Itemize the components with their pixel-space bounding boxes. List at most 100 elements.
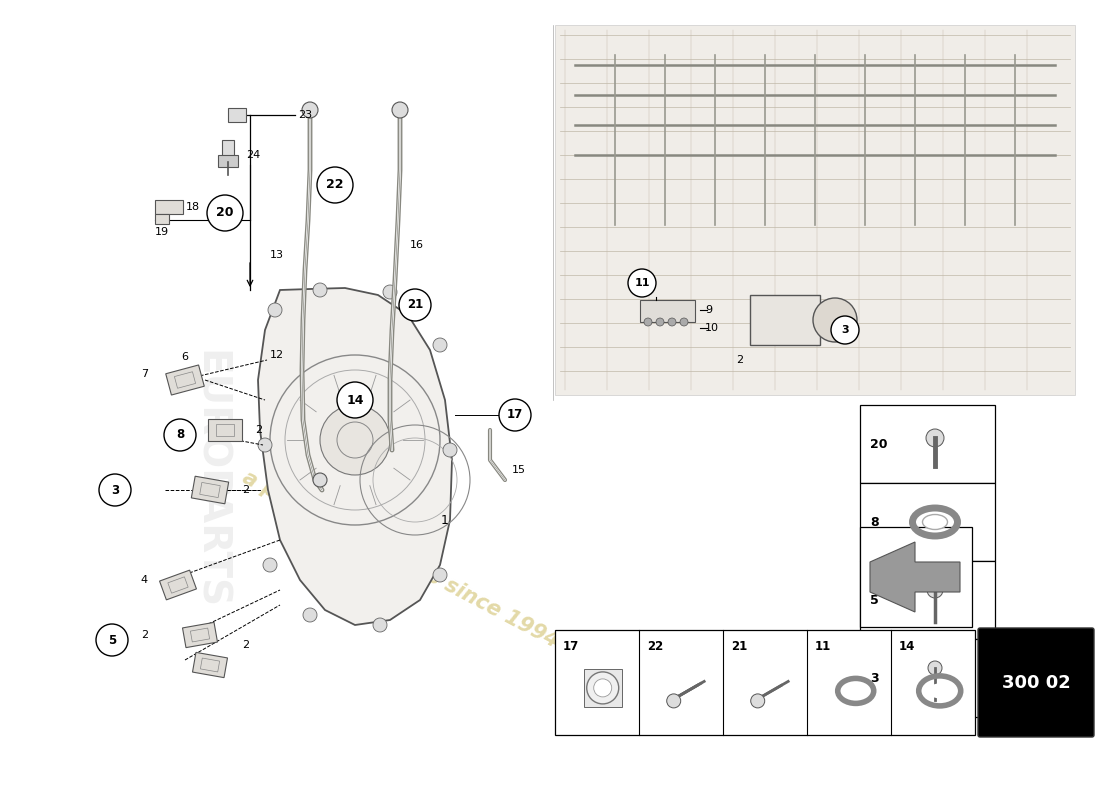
Text: 7: 7	[141, 369, 149, 379]
Text: 300 02: 300 02	[1002, 674, 1070, 691]
Text: 14: 14	[346, 394, 364, 406]
Text: 3: 3	[842, 325, 849, 335]
Circle shape	[99, 474, 131, 506]
Bar	[860, 561, 996, 639]
Bar	[155, 214, 169, 224]
Circle shape	[302, 608, 317, 622]
Polygon shape	[208, 419, 242, 441]
Polygon shape	[160, 570, 197, 600]
Text: 10: 10	[705, 323, 719, 333]
Bar	[556, 630, 975, 735]
Text: 8: 8	[870, 515, 879, 529]
Circle shape	[926, 429, 944, 447]
Text: 2: 2	[736, 355, 744, 365]
Circle shape	[263, 558, 277, 572]
Circle shape	[443, 443, 456, 457]
Circle shape	[499, 399, 531, 431]
Circle shape	[750, 694, 764, 708]
Text: 8: 8	[176, 429, 184, 442]
Text: 2: 2	[242, 485, 249, 495]
Text: 19: 19	[155, 227, 169, 237]
Text: a passion for parts since 1994: a passion for parts since 1994	[239, 468, 561, 652]
Text: 3: 3	[111, 483, 119, 497]
Bar	[860, 527, 972, 627]
Polygon shape	[166, 365, 205, 395]
Ellipse shape	[923, 514, 947, 530]
Circle shape	[668, 318, 676, 326]
FancyBboxPatch shape	[978, 628, 1094, 737]
Ellipse shape	[846, 685, 866, 697]
Text: 20: 20	[217, 206, 233, 219]
Circle shape	[314, 473, 327, 487]
Polygon shape	[183, 622, 218, 648]
Bar	[218, 155, 238, 167]
Bar	[860, 483, 996, 561]
Bar	[155, 200, 183, 214]
Circle shape	[433, 338, 447, 352]
Text: 3: 3	[870, 671, 879, 685]
Text: 9: 9	[705, 305, 712, 315]
Polygon shape	[191, 476, 229, 504]
Circle shape	[644, 318, 652, 326]
Circle shape	[314, 283, 327, 297]
Circle shape	[317, 167, 353, 203]
Text: 17: 17	[563, 639, 580, 653]
Circle shape	[320, 405, 390, 475]
Text: 22: 22	[327, 178, 343, 191]
Text: 20: 20	[870, 438, 888, 450]
Bar	[222, 140, 234, 162]
Circle shape	[399, 289, 431, 321]
Circle shape	[656, 318, 664, 326]
Circle shape	[373, 618, 387, 632]
Text: 14: 14	[899, 639, 915, 653]
Circle shape	[680, 318, 688, 326]
Text: 2: 2	[255, 425, 262, 435]
Circle shape	[258, 438, 272, 452]
Text: 24: 24	[246, 150, 261, 160]
Circle shape	[383, 285, 397, 299]
Text: 18: 18	[186, 202, 200, 212]
Text: 5: 5	[870, 594, 879, 606]
Text: 22: 22	[647, 639, 663, 653]
Circle shape	[667, 694, 681, 708]
Polygon shape	[870, 542, 960, 612]
Text: 16: 16	[410, 240, 424, 250]
Text: 17: 17	[507, 409, 524, 422]
Text: 2: 2	[242, 640, 249, 650]
Bar	[640, 300, 695, 322]
Text: 1: 1	[441, 514, 449, 526]
Ellipse shape	[927, 683, 952, 698]
Circle shape	[594, 679, 612, 697]
Text: 5: 5	[108, 634, 117, 646]
Text: 13: 13	[270, 250, 284, 260]
Text: 11: 11	[815, 639, 832, 653]
Circle shape	[830, 316, 859, 344]
Circle shape	[433, 568, 447, 582]
Text: 6: 6	[182, 352, 188, 362]
Text: 23: 23	[298, 110, 312, 120]
Circle shape	[337, 382, 373, 418]
Bar	[860, 405, 996, 483]
Circle shape	[164, 419, 196, 451]
Circle shape	[392, 102, 408, 118]
Text: EUROPARTS: EUROPARTS	[191, 350, 229, 610]
Polygon shape	[258, 288, 452, 625]
Circle shape	[207, 195, 243, 231]
Text: 2: 2	[141, 630, 149, 640]
Polygon shape	[192, 652, 228, 678]
Circle shape	[268, 303, 282, 317]
Text: 15: 15	[512, 465, 526, 475]
Text: 21: 21	[407, 298, 424, 311]
Circle shape	[813, 298, 857, 342]
Circle shape	[628, 269, 656, 297]
Text: 12: 12	[270, 350, 284, 360]
Bar	[228, 108, 246, 122]
Circle shape	[928, 661, 942, 675]
Text: 21: 21	[732, 639, 747, 653]
Bar	[750, 295, 820, 345]
Bar	[556, 25, 1075, 395]
Bar	[584, 669, 621, 707]
Circle shape	[586, 672, 618, 704]
Circle shape	[302, 102, 318, 118]
Circle shape	[96, 624, 128, 656]
